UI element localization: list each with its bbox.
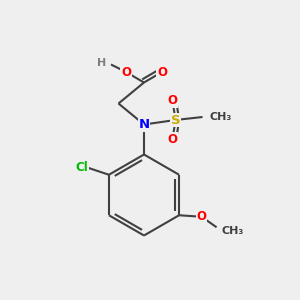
Text: O: O <box>157 65 167 79</box>
Text: N: N <box>138 118 150 131</box>
Text: O: O <box>196 210 207 223</box>
Text: H: H <box>97 58 106 68</box>
Text: O: O <box>167 94 178 107</box>
Text: O: O <box>121 65 131 79</box>
Text: Cl: Cl <box>76 161 88 174</box>
Text: CH₃: CH₃ <box>210 112 232 122</box>
Text: CH₃: CH₃ <box>222 226 244 236</box>
Text: S: S <box>171 113 180 127</box>
Text: O: O <box>167 133 178 146</box>
